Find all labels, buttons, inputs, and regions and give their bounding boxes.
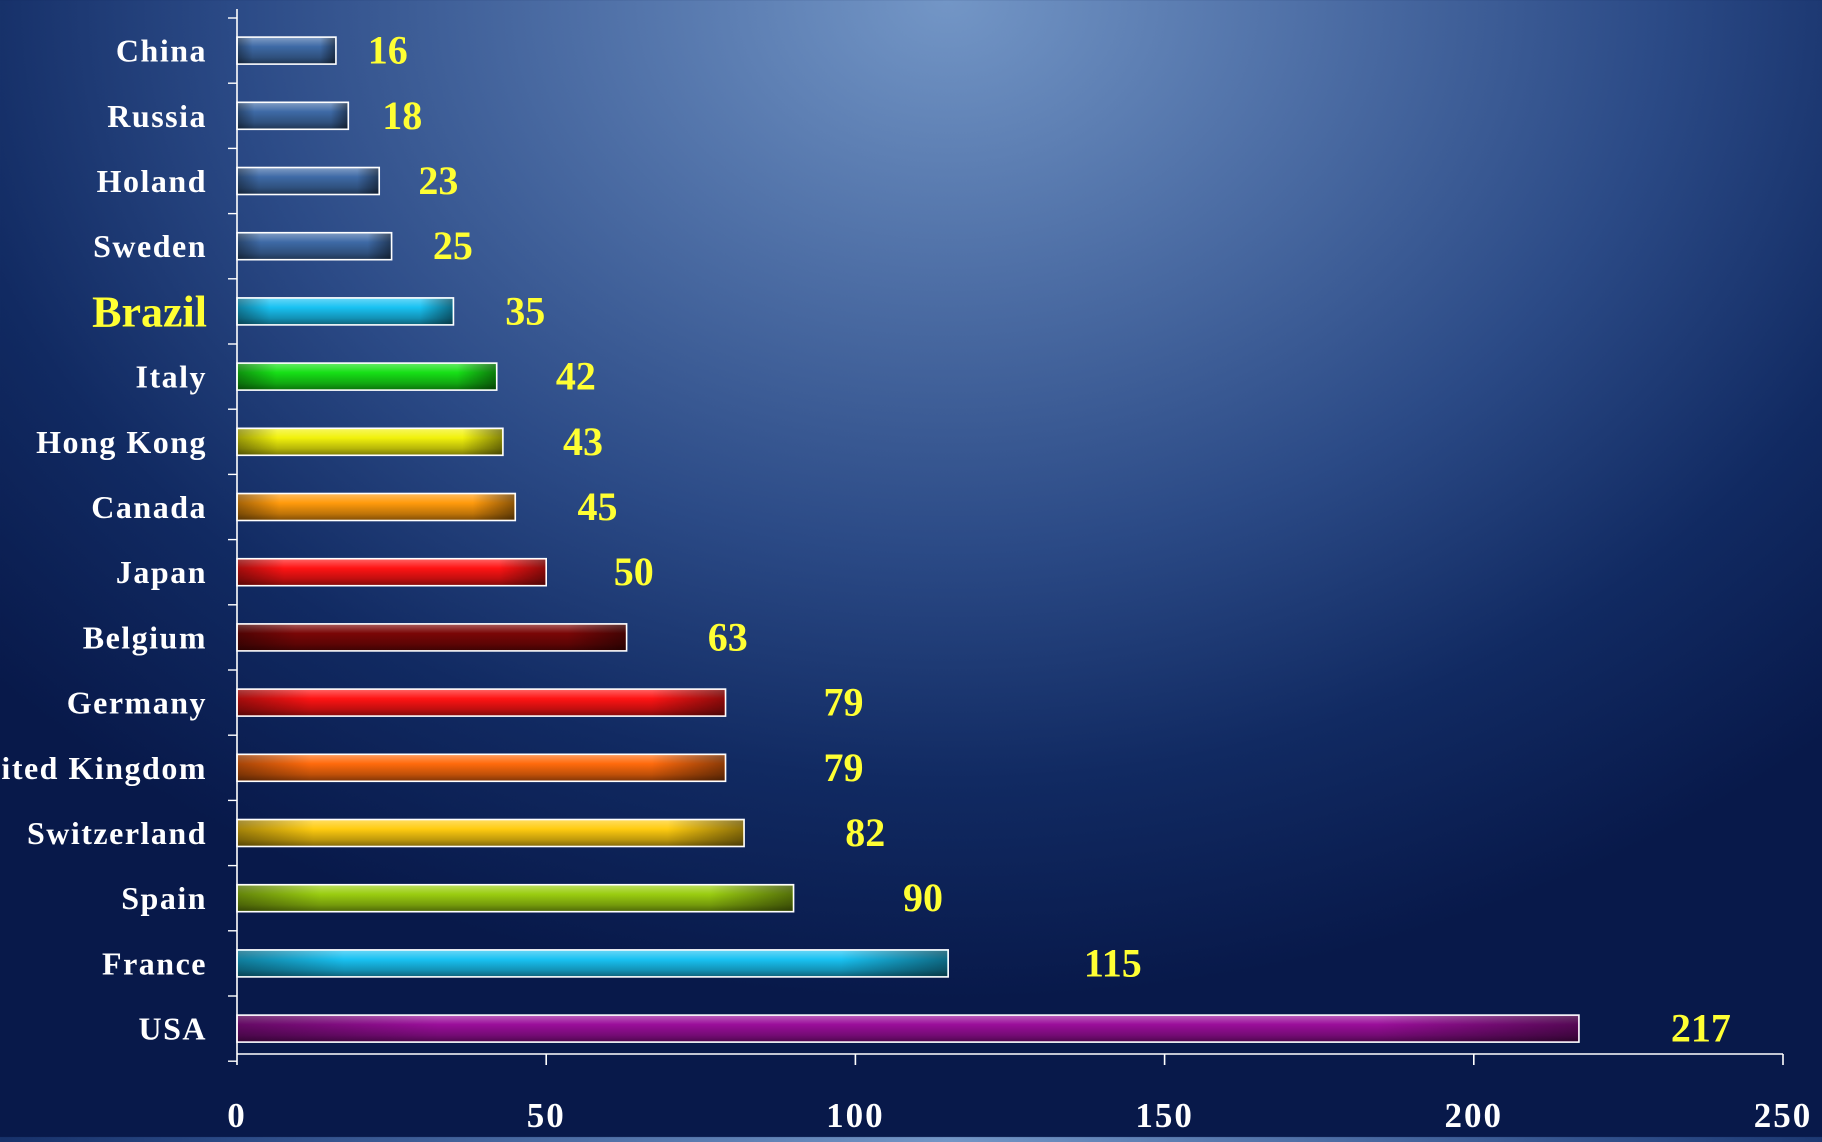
- category-label-holand: Holand: [97, 163, 207, 199]
- bar-shading-russia: [238, 103, 348, 129]
- bar-shading-usa: [238, 1016, 1578, 1042]
- value-label-belgium: 63: [708, 614, 748, 659]
- value-label-japan: 50: [614, 549, 654, 594]
- value-label-sweden: 25: [433, 223, 473, 268]
- bar-shading-brazil: [238, 298, 453, 324]
- x-tick-label-150: 150: [1135, 1096, 1194, 1135]
- bar-shading-switzerland: [238, 820, 744, 846]
- value-label-china: 16: [368, 28, 408, 73]
- bar-shading-spain: [238, 885, 793, 911]
- category-label-sweden: Sweden: [93, 228, 207, 264]
- bar-shading-holand: [238, 168, 379, 194]
- bar-shading-united-kingdom: [238, 755, 725, 781]
- x-tick-label-250: 250: [1754, 1096, 1813, 1135]
- bar-shading-china: [238, 38, 335, 64]
- category-label-united-kingdom: United Kingdom: [0, 750, 207, 786]
- bar-shading-germany: [238, 690, 725, 716]
- value-label-holand: 23: [418, 158, 458, 203]
- x-tick-label-50: 50: [527, 1096, 566, 1135]
- bar-shading-sweden: [238, 233, 391, 259]
- value-label-brazil: 35: [505, 288, 545, 333]
- x-tick-label-200: 200: [1445, 1096, 1504, 1135]
- category-label-switzerland: Switzerland: [27, 815, 207, 851]
- x-tick-label-100: 100: [826, 1096, 885, 1135]
- category-label-france: France: [102, 945, 207, 981]
- category-label-china: China: [116, 33, 207, 69]
- category-label-canada: Canada: [91, 489, 207, 525]
- bar-shading-canada: [238, 494, 515, 520]
- bars-layer: [236, 36, 1580, 1043]
- category-label-germany: Germany: [67, 685, 207, 721]
- bar-shading-japan: [238, 559, 546, 585]
- category-label-belgium: Belgium: [83, 619, 207, 655]
- axes-layer: 0 50 100 150 200 250: [227, 9, 1813, 1135]
- value-label-canada: 45: [578, 484, 618, 529]
- category-label-russia: Russia: [107, 98, 207, 134]
- labels-layer: China 16 Russia 18 Holand 23 Sweden 25 Brazil 35 I…: [0, 28, 1731, 1051]
- value-label-hong-kong: 43: [563, 419, 603, 464]
- category-label-spain: Spain: [121, 880, 207, 916]
- value-label-spain: 90: [903, 875, 943, 920]
- bar-shading-italy: [238, 364, 496, 390]
- value-label-germany: 79: [823, 680, 863, 725]
- value-label-usa: 217: [1671, 1006, 1731, 1051]
- category-label-italy: Italy: [136, 359, 208, 395]
- category-label-japan: Japan: [116, 554, 207, 590]
- bar-shading-hong-kong: [238, 429, 502, 455]
- x-tick-label-0: 0: [227, 1096, 247, 1135]
- value-label-france: 115: [1084, 940, 1142, 985]
- category-label-usa: USA: [138, 1011, 207, 1047]
- bar-shading-belgium: [238, 624, 626, 650]
- bar-shading-france: [238, 950, 948, 976]
- category-label-hong-kong: Hong Kong: [36, 424, 207, 460]
- value-label-italy: 42: [556, 354, 596, 399]
- value-label-russia: 18: [382, 93, 422, 138]
- value-label-switzerland: 82: [845, 810, 885, 855]
- value-label-united-kingdom: 79: [823, 745, 863, 790]
- category-label-brazil: Brazil: [92, 287, 207, 336]
